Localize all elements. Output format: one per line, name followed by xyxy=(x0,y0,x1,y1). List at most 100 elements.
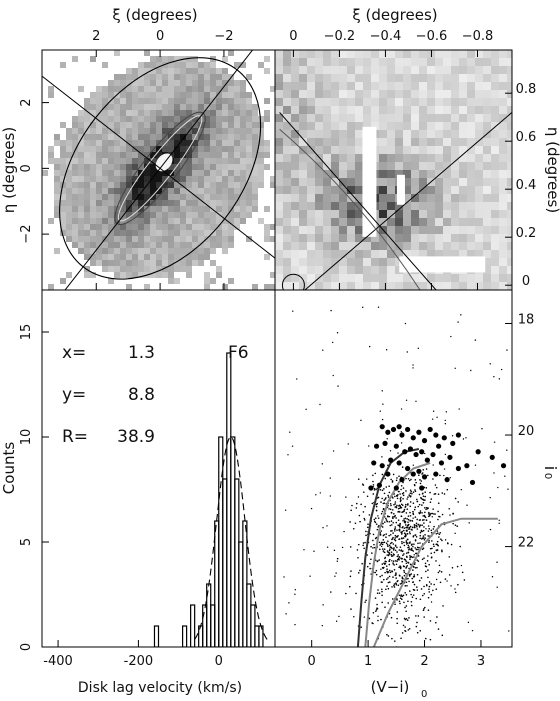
field-star xyxy=(370,545,372,548)
zoom-map-cell xyxy=(427,210,435,218)
map-cell xyxy=(126,260,132,266)
map-cell xyxy=(198,164,204,170)
map-cell xyxy=(174,140,180,146)
zoom-map-cell xyxy=(339,154,347,162)
map-cell xyxy=(144,146,150,152)
field-star xyxy=(406,526,409,529)
map-cell xyxy=(126,284,132,290)
zoom-map-cell xyxy=(291,122,299,130)
zoom-map-cell xyxy=(499,170,507,178)
tl-y-tick-label: −2 xyxy=(19,225,34,244)
map-cell xyxy=(216,98,222,104)
zoom-map-cell xyxy=(291,170,299,178)
map-cell xyxy=(108,170,114,176)
field-star xyxy=(360,419,362,422)
map-cell xyxy=(210,116,216,122)
field-star xyxy=(410,600,413,603)
selected-star xyxy=(385,429,391,435)
map-cell xyxy=(168,218,174,224)
field-star xyxy=(402,550,404,552)
map-cell xyxy=(264,152,270,158)
map-cell xyxy=(174,176,180,182)
field-star xyxy=(331,341,334,344)
ellipse-arc xyxy=(279,128,421,290)
field-star xyxy=(399,565,401,567)
field-star xyxy=(363,616,366,618)
map-cell xyxy=(120,272,126,278)
map-cell xyxy=(192,92,198,98)
zoom-map-cell xyxy=(283,250,291,258)
zoom-map-cell xyxy=(427,186,435,194)
field-star xyxy=(400,637,402,640)
zoom-map-cell xyxy=(451,178,459,186)
map-cell xyxy=(84,134,90,140)
zoom-map-cell xyxy=(379,114,387,122)
zoom-map-cell xyxy=(371,258,379,266)
cmd-x-title-sub: 0 xyxy=(421,689,427,700)
map-cell xyxy=(204,86,210,92)
map-cell xyxy=(174,188,180,194)
field-star xyxy=(408,528,410,531)
field-star xyxy=(415,548,418,551)
field-star xyxy=(379,533,382,536)
zoom-map-cell xyxy=(507,122,512,130)
map-cell xyxy=(114,116,120,122)
field-star xyxy=(450,335,452,338)
map-cell xyxy=(204,254,210,260)
field-star xyxy=(380,618,382,621)
map-cell xyxy=(162,218,168,224)
map-cell xyxy=(174,278,180,284)
field-star xyxy=(420,577,423,579)
map-cell xyxy=(150,62,156,68)
map-cell xyxy=(246,110,252,116)
map-cell xyxy=(144,206,150,212)
map-cell xyxy=(102,176,108,182)
zoom-map-cell xyxy=(331,234,339,242)
field-star xyxy=(400,515,403,518)
map-cell xyxy=(186,104,192,110)
zoom-map-cell xyxy=(507,162,512,170)
map-cell xyxy=(150,74,156,80)
map-cell xyxy=(156,200,162,206)
map-cell xyxy=(216,236,222,242)
zoom-map-cell xyxy=(467,210,475,218)
zoom-map-cell xyxy=(435,162,443,170)
map-cell xyxy=(138,230,144,236)
selected-star xyxy=(455,432,461,438)
zoom-map-cell xyxy=(275,250,283,258)
map-cell xyxy=(120,152,126,158)
map-cell xyxy=(174,110,180,116)
x-value-text: 1.3 xyxy=(128,343,155,363)
zoom-map-cell xyxy=(331,162,339,170)
zoom-map-cell xyxy=(419,138,427,146)
field-star xyxy=(432,543,435,546)
zoom-map-cell xyxy=(411,234,419,242)
field-star xyxy=(457,501,459,503)
map-cell xyxy=(120,146,126,152)
field-star xyxy=(412,464,415,466)
zoom-map-cell xyxy=(347,210,355,218)
map-cell xyxy=(108,224,114,230)
map-cell xyxy=(48,146,54,152)
cmd-x-title: (V−i) 0 xyxy=(371,678,428,700)
map-cell xyxy=(144,284,150,290)
zoom-map-cell xyxy=(491,74,499,82)
map-cell xyxy=(174,230,180,236)
field-star xyxy=(395,577,398,579)
map-cell xyxy=(108,278,114,284)
field-star xyxy=(403,574,406,577)
map-cell xyxy=(102,62,108,68)
field-star xyxy=(397,519,400,521)
map-cell xyxy=(180,206,186,212)
field-star xyxy=(392,576,394,578)
zoom-map-cell xyxy=(379,170,387,178)
map-cell xyxy=(96,260,102,266)
zoom-map-cell xyxy=(315,50,323,58)
field-star xyxy=(390,478,392,481)
map-cell xyxy=(156,122,162,128)
map-cell xyxy=(216,182,222,188)
map-cell xyxy=(192,98,198,104)
field-star xyxy=(365,530,367,533)
selected-star xyxy=(399,432,405,438)
map-cell xyxy=(96,200,102,206)
